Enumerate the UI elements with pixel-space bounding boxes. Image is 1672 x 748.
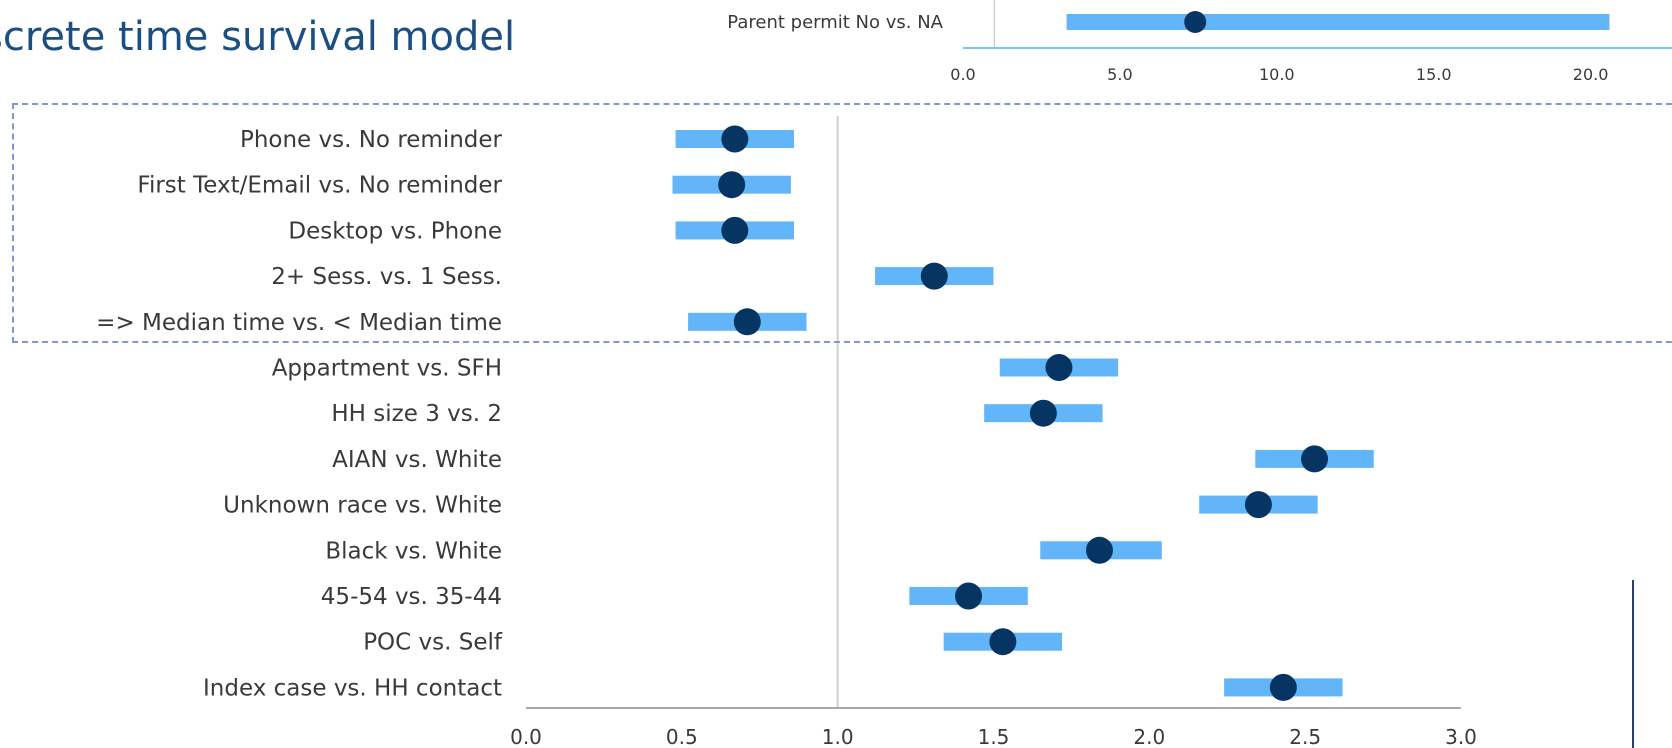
point-estimate [718,171,746,199]
point-estimate [721,125,749,153]
side-divider-line [1632,580,1634,748]
row-label: First Text/Email vs. No reminder [137,173,502,199]
point-estimate [1045,354,1073,381]
inset-point-estimate [1184,11,1207,33]
row-label: Black vs. White [325,538,502,564]
inset-x-tick-label: 15.0 [1416,65,1452,84]
row-label: Phone vs. No reminder [240,127,503,153]
row-label: Appartment vs. SFH [272,356,502,382]
row-label: => Median time vs. < Median time [96,310,502,336]
row-label: POC vs. Self [363,630,503,656]
x-tick-label: 1.5 [978,725,1010,748]
point-estimate [1301,445,1329,473]
page-title: screte time survival model [0,14,516,60]
point-estimate [989,628,1017,656]
point-estimate [1244,491,1272,519]
x-tick-label: 0.5 [666,725,698,748]
row-label: Index case vs. HH contact [203,675,502,701]
point-estimate [721,216,749,244]
inset-x-tick-label: 20.0 [1573,65,1609,84]
x-tick-label: 1.0 [822,725,854,748]
inset-confidence-interval-bar [1066,14,1610,30]
inset-x-tick-label: 10.0 [1259,65,1295,84]
row-label: Unknown race vs. White [223,493,502,519]
x-tick-label: 0.0 [510,725,542,748]
row-label: Desktop vs. Phone [288,218,502,244]
point-estimate [1029,399,1057,427]
row-label: HH size 3 vs. 2 [331,401,502,427]
row-label: 45-54 vs. 35-44 [321,584,502,610]
inset-x-tick-label: 5.0 [1107,65,1132,84]
row-label: 2+ Sess. vs. 1 Sess. [271,264,502,290]
point-estimate [1269,673,1297,701]
inset-row-label: Parent permit No vs. NA [727,12,943,33]
inset-x-tick-label: 0.0 [950,65,975,84]
point-estimate [920,262,948,290]
x-tick-label: 3.0 [1445,725,1477,748]
point-estimate [955,582,983,610]
x-tick-label: 2.5 [1289,725,1321,748]
point-estimate [1085,536,1113,564]
highlight-dashed-box [12,103,1672,343]
point-estimate [733,308,761,336]
row-label: AIAN vs. White [332,447,502,473]
x-tick-label: 2.0 [1133,725,1165,748]
